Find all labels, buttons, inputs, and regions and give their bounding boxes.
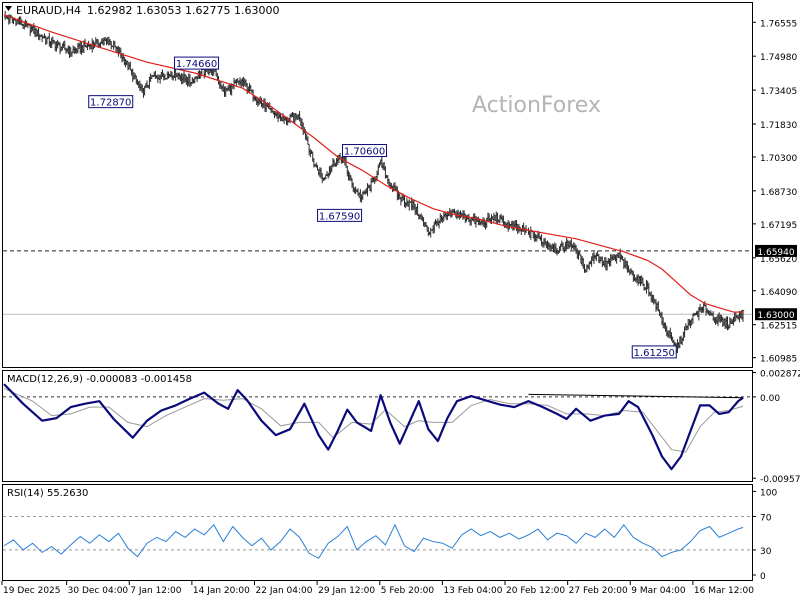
time-tick-label: 29 Jan 12:00 xyxy=(318,586,375,596)
time-tick-label: 20 Feb 12:00 xyxy=(506,586,565,596)
price-tick-label: 1.68730 xyxy=(760,188,797,198)
price-tick-label: 1.73405 xyxy=(760,87,797,97)
time-tick-label: 22 Jan 04:00 xyxy=(256,586,313,596)
rsi-panel-frame xyxy=(2,484,753,581)
ohlc-values: 1.62982 1.63053 1.62775 1.63000 xyxy=(87,4,279,17)
watermark: ActionForex xyxy=(472,93,601,118)
price-tick-label: 1.70300 xyxy=(760,154,797,164)
price-tick-label: 1.71830 xyxy=(760,121,797,131)
price-tick-label: 1.67195 xyxy=(760,221,797,231)
price-tick-label: 1.64090 xyxy=(760,288,797,298)
rsi-axis-ticks: 100 70 30 0 xyxy=(752,488,777,582)
rsi-lines xyxy=(3,515,752,559)
time-tick-label: 16 Mar 12:00 xyxy=(694,586,754,596)
price-axis-ticks: 1.76555 1.74980 1.73405 1.71830 1.70300 1.687… xyxy=(752,19,797,365)
axis-tag-label: 1.65940 xyxy=(757,248,794,258)
price-tick-label: 1.65620 xyxy=(760,255,797,265)
chart-header: EURAUD,H4 1.62982 1.63053 1.62775 1.6300… xyxy=(5,4,279,17)
annotation-box xyxy=(88,95,134,109)
annotation-box xyxy=(631,345,677,359)
price-axis-tags: 1.65940 1.63000 xyxy=(755,244,797,321)
time-tick-label: 13 Feb 04:00 xyxy=(443,586,502,596)
dropdown-triangle-icon[interactable] xyxy=(5,6,12,11)
time-tick-label: 5 Feb 20:00 xyxy=(381,586,435,596)
annotation-label: 1.67590 xyxy=(319,211,360,222)
moving-average xyxy=(3,14,743,313)
macd-tick-label: -0.009571 xyxy=(760,475,800,485)
macd-title: MACD(12,26,9) -0.000083 -0.001458 xyxy=(7,374,192,385)
time-tick-label: 7 Jan 12:00 xyxy=(130,586,182,596)
time-tick-label: 19 Dec 2025 xyxy=(3,586,61,596)
price-annotation: 1.74660 xyxy=(174,56,220,70)
macd-trendline xyxy=(528,393,744,399)
rsi-tick-label: 70 xyxy=(760,513,772,523)
price-annotation: 1.67590 xyxy=(317,208,363,222)
rsi-line xyxy=(3,523,744,559)
price-level-lines xyxy=(3,250,752,315)
annotation-box xyxy=(174,56,220,70)
rsi-tick-label: 30 xyxy=(760,547,772,557)
price-annotation: 1.61250 xyxy=(631,345,677,359)
annotation-label: 1.61250 xyxy=(634,348,675,359)
price-tick-label: 1.62515 xyxy=(760,322,797,332)
time-tick-label: 14 Jan 20:00 xyxy=(193,586,250,596)
price-annotation: 1.72870 xyxy=(88,95,134,109)
macd-line xyxy=(3,383,744,471)
annotation-box xyxy=(342,144,388,158)
annotation-label: 1.72870 xyxy=(90,98,131,109)
axis-tag-box xyxy=(755,308,797,321)
macd-tick-label: 0.002872 xyxy=(760,370,800,380)
time-axis: 19 Dec 2025 30 Dec 04:00 7 Jan 12:00 14 Jan… xyxy=(1,581,754,596)
time-tick-label: 27 Feb 20:00 xyxy=(569,586,628,596)
rsi-tick-label: 0 xyxy=(760,572,766,582)
price-annotations: 1.72870 1.74660 1.70600 1.67590 1.61250 xyxy=(88,56,677,359)
annotation-label: 1.70600 xyxy=(344,147,385,158)
price-tick-label: 1.60985 xyxy=(760,355,797,365)
price-bar xyxy=(40,34,44,43)
rsi-title: RSI(14) 55.2630 xyxy=(7,488,88,499)
price-panel-frame xyxy=(2,2,753,368)
annotation-box xyxy=(317,208,363,222)
price-tick-label: 1.76555 xyxy=(760,19,797,29)
price-axis-tag: 1.65940 xyxy=(755,244,797,258)
price-tick-label: 1.74980 xyxy=(760,53,797,63)
price-annotation: 1.70600 xyxy=(342,144,388,158)
symbol-label: EURAUD,H4 xyxy=(16,4,81,17)
macd-panel-frame xyxy=(2,370,753,482)
time-tick-label: 9 Mar 04:00 xyxy=(631,586,686,596)
rsi-tick-label: 100 xyxy=(760,488,777,498)
price-bars xyxy=(3,10,745,354)
annotation-label: 1.74660 xyxy=(176,59,217,70)
axis-tag-box xyxy=(755,244,797,257)
macd-tick-label: 0.00 xyxy=(760,394,780,404)
moving-average-line xyxy=(3,14,743,313)
time-tick-label: 30 Dec 04:00 xyxy=(68,586,129,596)
macd-lines xyxy=(3,383,752,471)
price-axis-tag: 1.63000 xyxy=(755,308,797,321)
axis-tag-label: 1.63000 xyxy=(757,311,794,321)
macd-axis-ticks: 0.002872 0.00 -0.009571 xyxy=(752,370,800,485)
